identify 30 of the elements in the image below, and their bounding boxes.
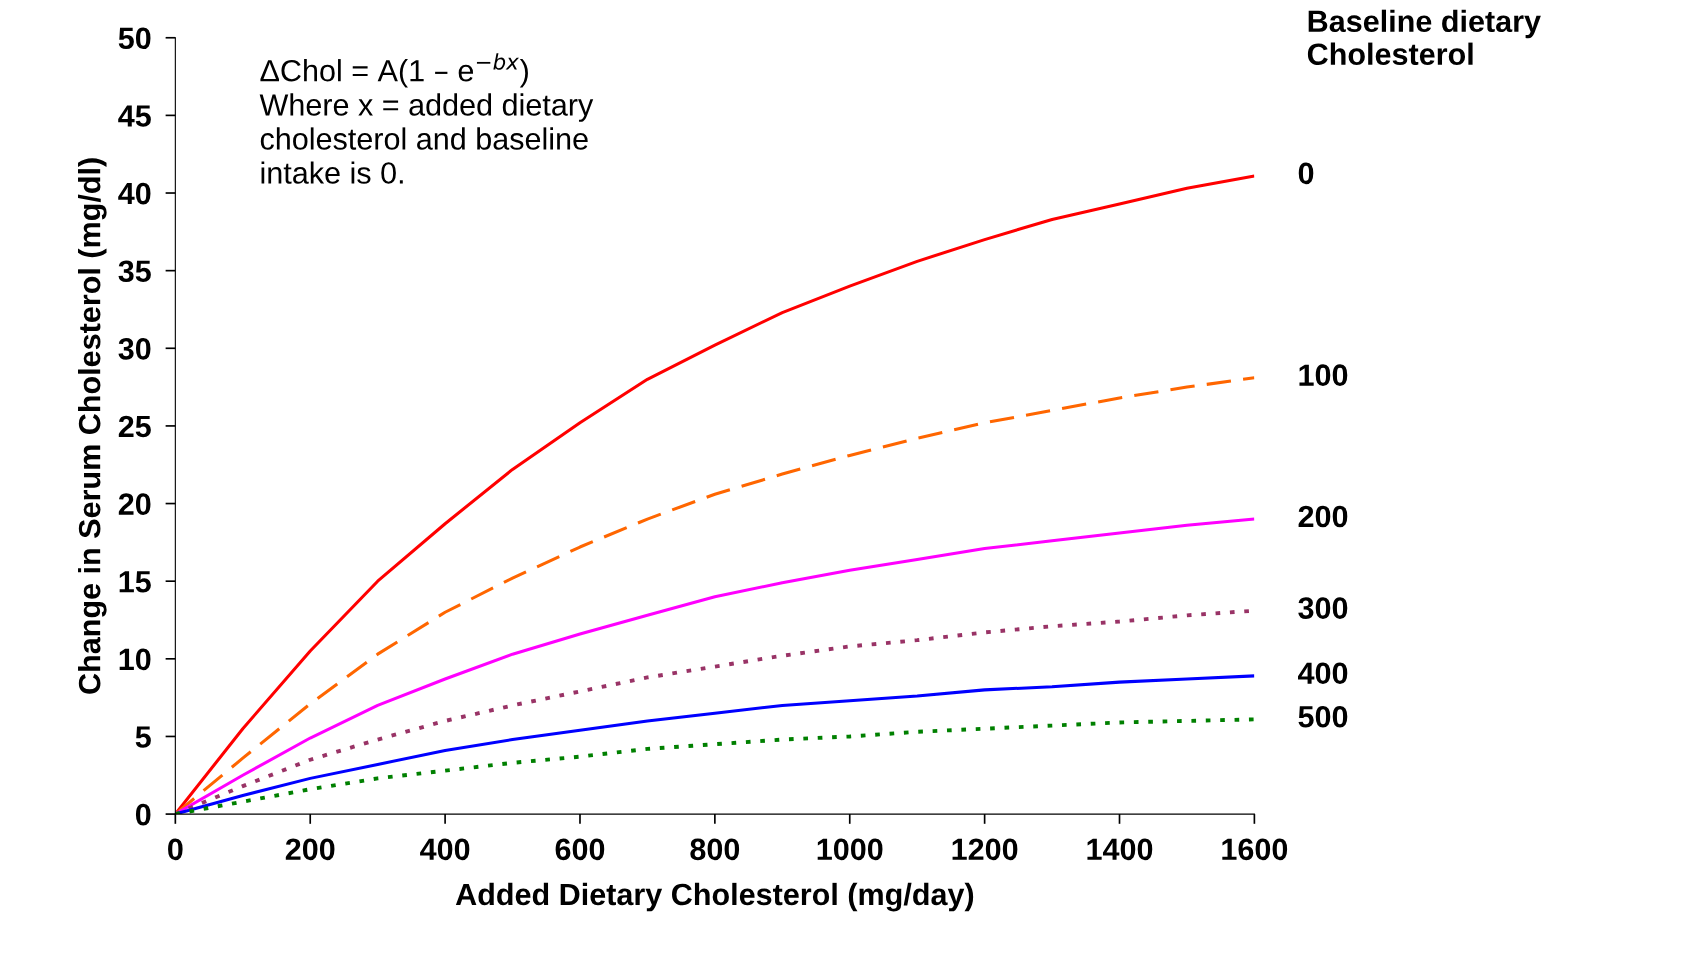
annotation: ΔChol = A(1 – e$^{−bx}$) Where x = added dietary cholesterol and baseline intake is 0. xyxy=(259,53,594,184)
x-tick-label: 400 xyxy=(420,838,470,861)
x-tick-label: 1000 xyxy=(817,838,883,861)
x-tick-label: 1200 xyxy=(952,838,1018,861)
y-tick-label: 10 xyxy=(119,648,151,671)
series-label: 400 xyxy=(1298,662,1348,685)
y-tick-label: 15 xyxy=(119,571,151,593)
y-tick-label: 25 xyxy=(118,415,151,438)
y-axis-title: Change in Serum Cholesterol (mg/dl) xyxy=(78,158,107,694)
x-tick-label: 0 xyxy=(168,838,183,861)
y-tick-label: 35 xyxy=(118,260,151,283)
series-label: 200 xyxy=(1298,505,1348,528)
series-label: 0 xyxy=(1298,162,1314,185)
series-label: 500 xyxy=(1298,705,1348,728)
x-tick-label: 1600 xyxy=(1222,838,1288,861)
y-tick-label: 45 xyxy=(118,105,151,127)
x-tick-label: 200 xyxy=(285,838,335,861)
y-tick-label: 30 xyxy=(118,338,151,360)
y-tick-label: 40 xyxy=(118,182,151,205)
y-tick-label: 5 xyxy=(135,726,151,748)
legend-title: Baseline dietary Cholesterol xyxy=(1307,9,1541,66)
y-tick-label: 50 xyxy=(118,27,151,50)
x-tick-label: 600 xyxy=(555,838,605,861)
x-tick-label: 800 xyxy=(690,838,740,861)
x-tick-label: 1400 xyxy=(1087,838,1153,861)
series-label: 300 xyxy=(1298,597,1348,619)
x-axis-title: Added Dietary Cholesterol (mg/day) xyxy=(455,882,974,912)
series-label: 100 xyxy=(1299,364,1348,386)
y-tick-label: 0 xyxy=(135,803,151,826)
y-tick-label: 20 xyxy=(118,493,151,515)
